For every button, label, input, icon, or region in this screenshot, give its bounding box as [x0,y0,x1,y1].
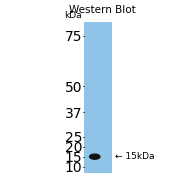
Text: ← 15kDa: ← 15kDa [114,152,154,161]
Text: kDa: kDa [64,11,82,20]
Bar [84,22,112,173]
Text: Western Blot: Western Blot [69,4,135,15]
Ellipse shape [90,154,100,159]
